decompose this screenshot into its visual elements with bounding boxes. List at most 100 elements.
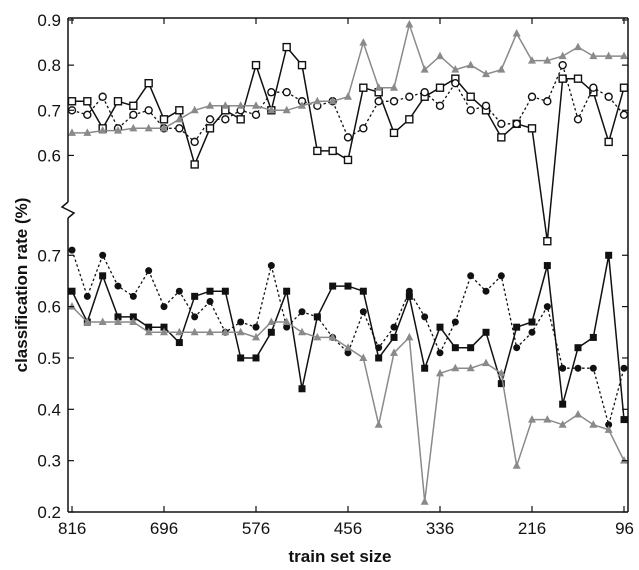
- series-5-point-24: [421, 313, 429, 321]
- series-5-point-25: [436, 349, 444, 357]
- series-3-point-16: [298, 101, 306, 109]
- x-tick-label: 336: [426, 519, 454, 538]
- series-4-point-4: [114, 313, 122, 321]
- series-1-point-12: [236, 115, 245, 124]
- series-6-point-34: [574, 409, 582, 418]
- series-1-point-7: [159, 115, 169, 124]
- series-4-point-30: [513, 323, 521, 331]
- series-5-point-7: [160, 303, 168, 311]
- series-5-point-2: [83, 292, 91, 300]
- series-4-point-37: [620, 416, 628, 424]
- series-4-point-19: [344, 282, 352, 290]
- series-6-point-25: [436, 368, 444, 377]
- series-6-point-10: [206, 327, 214, 336]
- series-3-point-7: [160, 123, 168, 132]
- lower-y-tick-label: 0.2: [37, 503, 61, 522]
- series-5-point-21: [375, 344, 383, 352]
- series-4-point-27: [467, 344, 475, 352]
- x-tick-label: 216: [518, 519, 546, 538]
- series-1-point-16: [297, 60, 307, 70]
- series-1-point-18: [328, 146, 337, 156]
- series-4-point-28: [482, 328, 490, 336]
- series-6-point-31: [528, 415, 536, 423]
- series-5-point-22: [390, 323, 398, 331]
- series-2-point-26: [451, 78, 460, 88]
- series-5-point-9: [191, 313, 199, 321]
- series-3-point-9: [190, 105, 199, 114]
- series-6-point-4: [114, 317, 122, 326]
- series-1-point-4: [113, 97, 123, 106]
- series-3-point-28: [482, 69, 490, 78]
- series-6-point-24: [420, 497, 429, 505]
- series-3-point-4: [114, 126, 122, 134]
- series-4-point-29: [497, 380, 505, 388]
- series-6-point-6: [144, 327, 153, 336]
- upper-y-tick-label: 0.6: [37, 146, 61, 165]
- series-2-point-19: [343, 133, 353, 142]
- series-3-point-10: [206, 101, 214, 109]
- series-6-point-13: [252, 332, 260, 341]
- series-6-point-1: [68, 302, 76, 310]
- series-6-point-23: [405, 332, 414, 341]
- series-1-point-20: [359, 83, 368, 92]
- series-2-point-8: [175, 124, 184, 133]
- series-1-point-36: [604, 137, 613, 147]
- series-4-point-33: [559, 400, 567, 408]
- series-3-point-6: [144, 123, 153, 132]
- series-3-point-37: [620, 51, 628, 60]
- series-4-point-10: [206, 287, 214, 295]
- series-3-point-20: [359, 38, 368, 46]
- series-2-point-2: [83, 110, 92, 120]
- series-2-line: [71, 63, 625, 143]
- series-5-point-33: [559, 364, 567, 372]
- series-3-point-23: [405, 20, 414, 28]
- series-3-point-12: [236, 101, 245, 109]
- upper-y-tick-label: 0.8: [37, 56, 61, 75]
- series-4-point-26: [451, 344, 459, 352]
- series-2-point-15: [282, 88, 291, 97]
- series-6-point-30: [512, 461, 521, 469]
- series-1-point-23: [405, 115, 414, 124]
- series-6-point-36: [604, 425, 613, 433]
- series-5-point-26: [451, 318, 459, 326]
- series-3-point-11: [221, 101, 230, 109]
- series-5-point-27: [467, 272, 475, 280]
- series-5-point-15: [283, 323, 291, 331]
- series-1-point-34: [573, 74, 583, 83]
- series-2-point-29: [497, 119, 506, 129]
- series-4-point-20: [359, 287, 367, 295]
- series-5-point-37: [620, 364, 628, 372]
- series-2-point-36: [604, 92, 613, 101]
- series-4-point-31: [528, 318, 536, 326]
- series-4-point-21: [375, 354, 383, 362]
- series-2-point-28: [481, 101, 491, 110]
- series-1-point-1: [67, 97, 77, 106]
- series-3-point-27: [466, 60, 475, 69]
- series-6-point-16: [298, 327, 306, 336]
- series-1-point-32: [543, 236, 552, 246]
- series-6-line: [71, 306, 625, 502]
- series-1-point-22: [389, 128, 399, 138]
- series-2-point-6: [144, 106, 153, 115]
- series-1-point-25: [435, 83, 445, 92]
- series-6-point-22: [390, 348, 398, 356]
- upper-y-tick-label: 0.7: [37, 101, 61, 120]
- series-2-point-3: [98, 92, 107, 101]
- series-2-point-31: [527, 92, 537, 101]
- y-axis-title: classification rate (%): [12, 198, 31, 373]
- series-1-point-5: [129, 101, 138, 110]
- series-6-point-35: [589, 420, 598, 428]
- series-6-point-27: [466, 363, 475, 372]
- series-3-point-1: [68, 128, 76, 136]
- series-5-point-36: [605, 421, 613, 429]
- series-1-point-27: [466, 92, 475, 101]
- series-5-point-20: [359, 308, 367, 316]
- series-2-point-13: [251, 110, 261, 120]
- series-6-point-29: [497, 368, 506, 377]
- series-6-point-19: [344, 343, 352, 351]
- series-4-point-36: [605, 251, 613, 259]
- chart-marks: [67, 20, 629, 505]
- series-6-point-7: [160, 327, 168, 336]
- series-4-point-23: [405, 292, 413, 300]
